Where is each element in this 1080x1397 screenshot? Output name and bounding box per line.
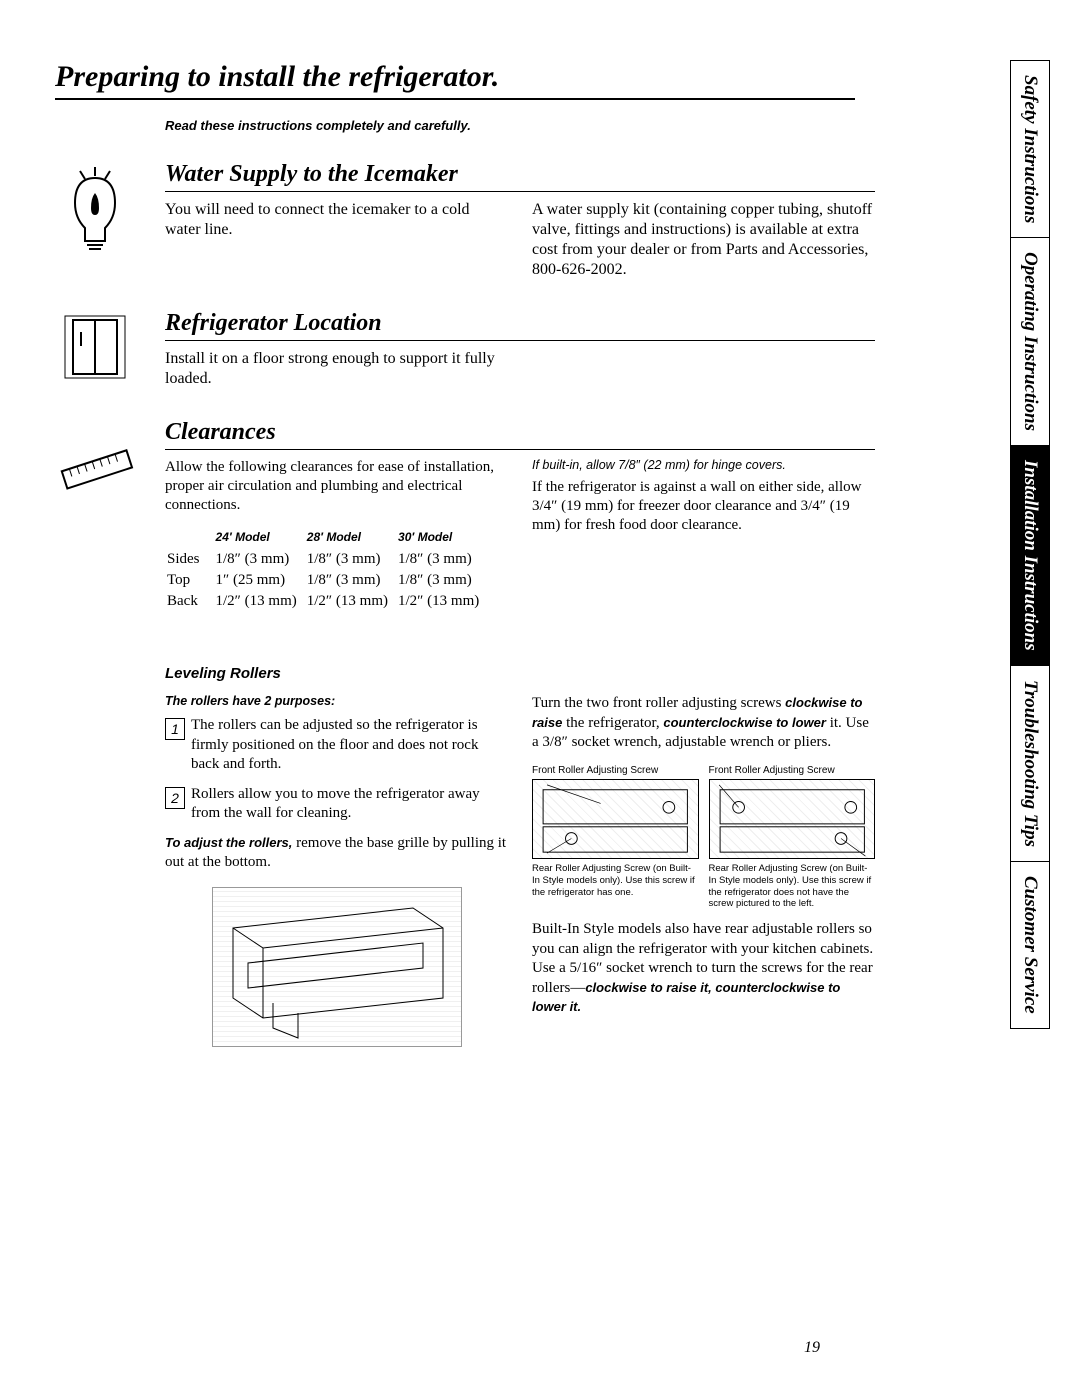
step-number-icon: 1 [165,718,185,740]
clearances-heading: Clearances [165,419,875,450]
tab-installation[interactable]: Installation Instructions [1010,446,1050,666]
section-water-supply: Water Supply to the Icemaker You will ne… [55,161,875,280]
page-title: Preparing to install the refrigerator. [55,60,855,100]
clearances-right-text: If the refrigerator is against a wall on… [532,478,875,534]
roller-diagram-right [709,779,876,859]
fridge-icon [55,312,135,382]
diagram-caption: Rear Roller Adjusting Screw (on Built-In… [709,863,876,911]
step-text: Rollers allow you to move the refrigerat… [191,785,508,824]
location-heading: Refrigerator Location [165,310,875,341]
tab-operating[interactable]: Operating Instructions [1010,238,1050,446]
location-text: Install it on a floor strong enough to s… [165,349,508,389]
table-row: Top 1″ (25 mm) 1/8″ (3 mm) 1/8″ (3 mm) [167,571,487,590]
table-header: 30′ Model [398,530,487,548]
roller-diagram-row: Front Roller Adjusting Screw [532,765,875,911]
leveling-right-p1: Turn the two front roller adjusting scre… [532,694,875,753]
water-right-text: A water supply kit (containing copper tu… [532,200,875,280]
table-row: Back 1/2″ (13 mm) 1/2″ (13 mm) 1/2″ (13 … [167,592,487,611]
table-header: 28′ Model [307,530,396,548]
section-leveling: Leveling Rollers The rollers have 2 purp… [165,665,875,1047]
step-1: 1 The rollers can be adjusted so the ref… [165,716,508,775]
tab-safety[interactable]: Safety Instructions [1010,60,1050,238]
step-number-icon: 2 [165,787,185,809]
grille-diagram [212,887,462,1047]
water-left-text: You will need to connect the icemaker to… [165,200,508,280]
table-header [167,530,214,548]
water-bulb-icon [55,163,135,253]
leveling-sub: The rollers have 2 purposes: [165,694,508,708]
side-tab-bar: Safety Instructions Operating Instructio… [1010,60,1050,1029]
diagram-label: Front Roller Adjusting Screw [532,765,699,777]
leveling-heading: Leveling Rollers [165,665,875,682]
page-number: 19 [804,1339,820,1357]
tab-customer-service[interactable]: Customer Service [1010,862,1050,1029]
diagram-caption: Rear Roller Adjusting Screw (on Built-In… [532,863,699,899]
read-first-note: Read these instructions completely and c… [165,118,1010,133]
section-clearances: Clearances Allow the following clearance… [55,419,875,613]
step-text: The rollers can be adjusted so the refri… [191,716,508,775]
adjust-rollers-note: To adjust the rollers, remove the base g… [165,834,508,873]
table-header: 24′ Model [216,530,305,548]
ruler-icon [55,421,135,491]
water-heading: Water Supply to the Icemaker [165,161,875,192]
section-location: Refrigerator Location Install it on a fl… [55,310,875,389]
diagram-label: Front Roller Adjusting Screw [709,765,876,777]
tab-troubleshooting[interactable]: Troubleshooting Tips [1010,666,1050,862]
clearances-note: If built-in, allow 7/8″ (22 mm) for hing… [532,458,875,472]
leveling-right-p2: Built-In Style models also have rear adj… [532,920,875,1018]
clearances-table: 24′ Model 28′ Model 30′ Model Sides 1/8″… [165,528,489,613]
clearances-intro: Allow the following clearances for ease … [165,458,508,514]
roller-diagram-left [532,779,699,859]
step-2: 2 Rollers allow you to move the refriger… [165,785,508,824]
table-row: Sides 1/8″ (3 mm) 1/8″ (3 mm) 1/8″ (3 mm… [167,550,487,569]
